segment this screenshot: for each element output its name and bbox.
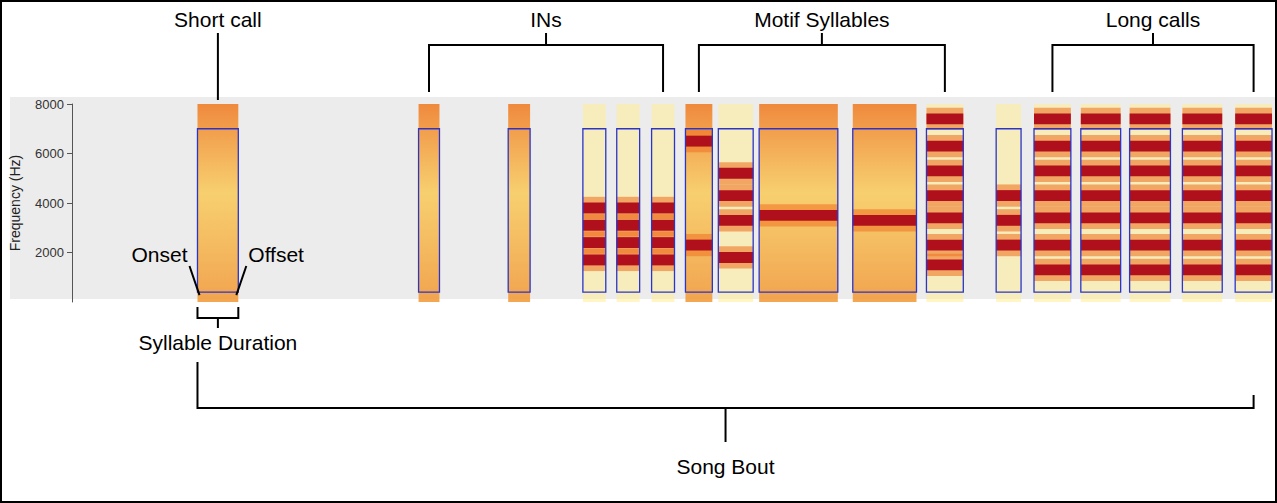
svg-text:Short call: Short call: [174, 8, 262, 31]
svg-text:Song Bout: Song Bout: [676, 455, 774, 478]
svg-text:Onset: Onset: [131, 243, 187, 266]
svg-text:Motif Syllables: Motif Syllables: [754, 8, 889, 31]
svg-text:4000: 4000: [35, 196, 64, 211]
svg-text:6000: 6000: [35, 146, 64, 161]
svg-text:8000: 8000: [35, 97, 64, 112]
svg-text:Syllable Duration: Syllable Duration: [139, 331, 298, 354]
svg-text:Frequency (Hz): Frequency (Hz): [7, 155, 23, 251]
svg-text:Offset: Offset: [248, 243, 304, 266]
svg-text:INs: INs: [530, 8, 562, 31]
svg-text:2000: 2000: [35, 245, 64, 260]
svg-text:Long calls: Long calls: [1106, 8, 1201, 31]
